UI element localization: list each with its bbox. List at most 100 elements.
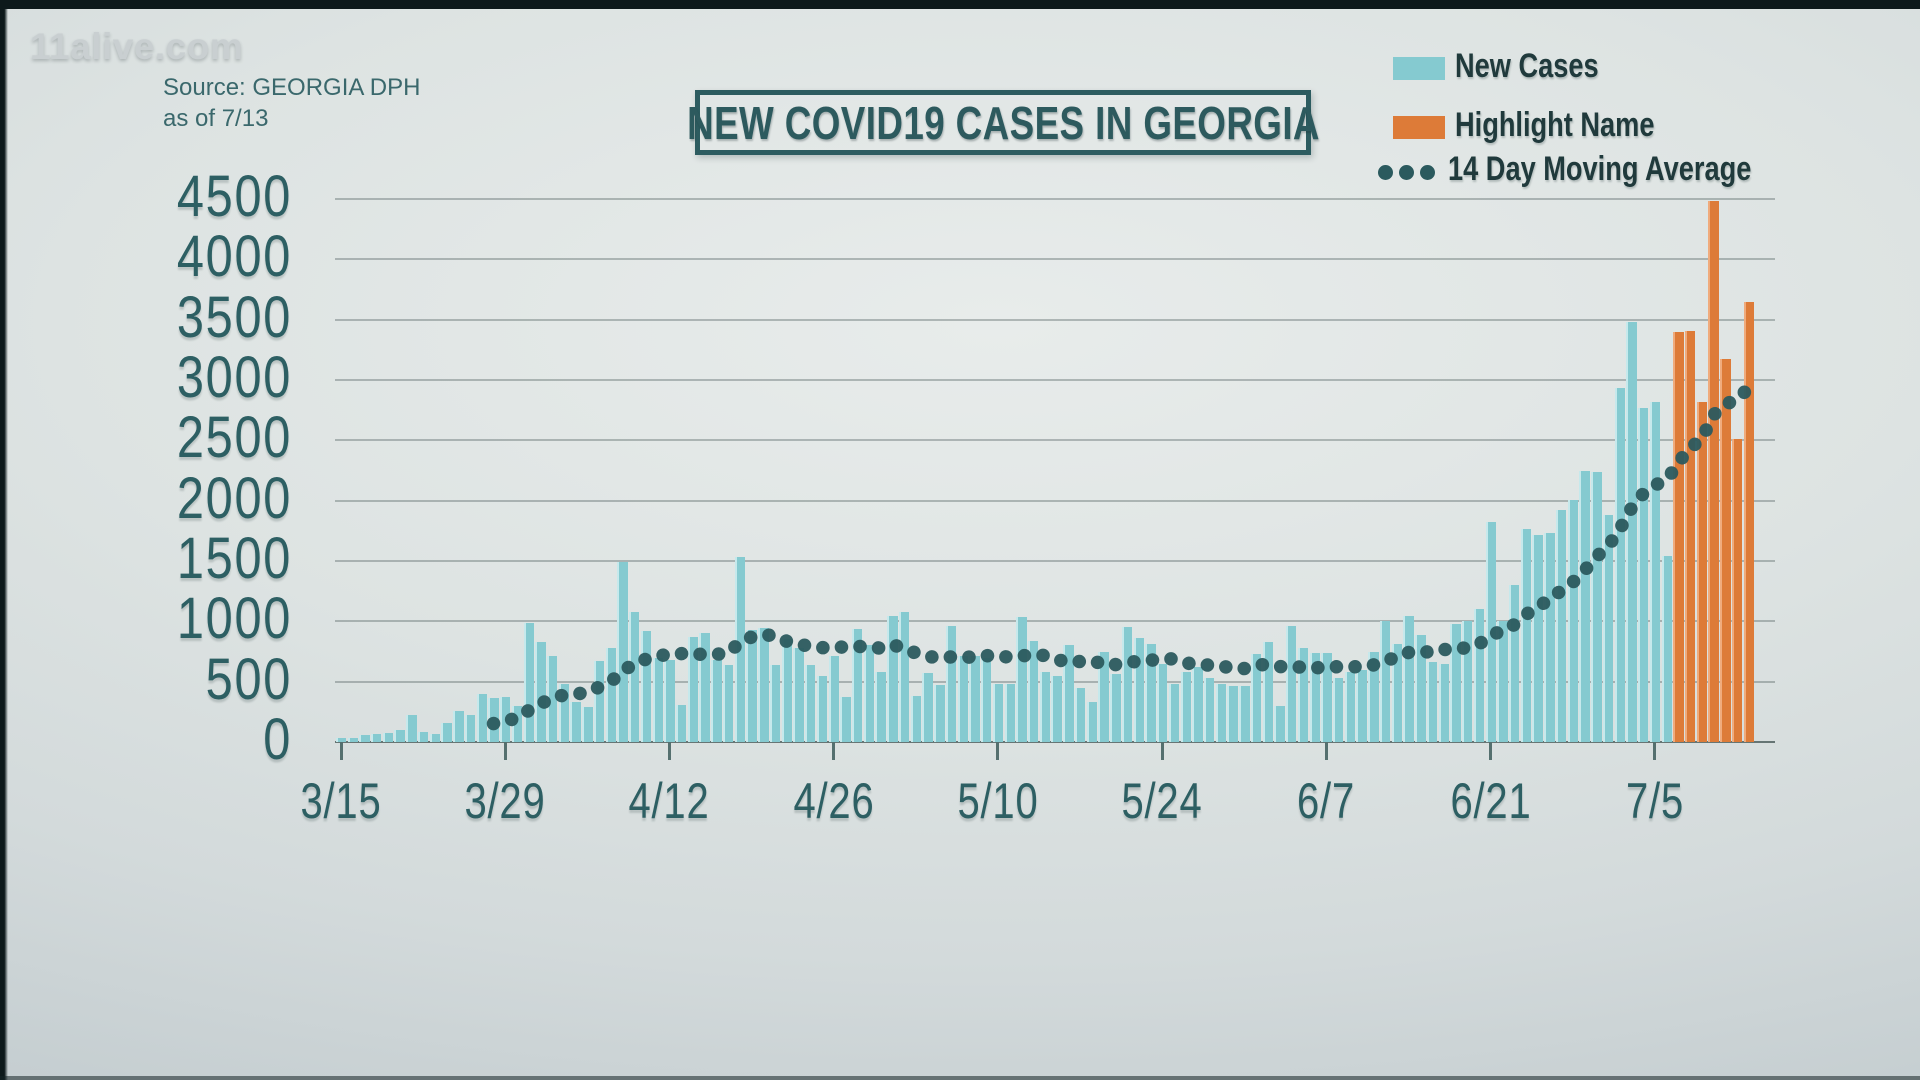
bar-4-1	[535, 641, 546, 742]
gridline	[335, 439, 1775, 442]
bar-7-6	[1661, 556, 1672, 742]
bar-5-16	[1063, 645, 1074, 742]
bar-4-14	[687, 637, 699, 742]
bar-4-7	[605, 647, 617, 742]
gridline	[335, 379, 1775, 381]
bar-6-28	[1567, 500, 1579, 742]
bar-5-14	[1039, 672, 1051, 742]
bar-7-8	[1684, 330, 1696, 742]
bar-4-18	[734, 557, 746, 742]
gridline	[335, 499, 1775, 502]
bar-4-26	[828, 656, 839, 742]
y-axis-label: 4500	[176, 164, 292, 229]
x-axis-tick	[1160, 742, 1164, 760]
x-axis-label: 4/12	[628, 773, 711, 829]
bar-5-18	[1086, 701, 1098, 742]
y-axis-label: 2500	[176, 405, 292, 471]
bar-7-9	[1696, 401, 1708, 742]
bar-3-19	[382, 732, 394, 742]
bar-5-30	[1227, 685, 1238, 742]
bar-6-14	[1403, 615, 1414, 742]
bar-3-29	[500, 696, 511, 742]
bar-4-4	[570, 702, 581, 742]
bar-6-6	[1309, 653, 1320, 742]
bar-4-29	[863, 645, 875, 742]
bar-6-26	[1544, 532, 1555, 742]
bar-4-13	[676, 704, 687, 742]
bar-6-25	[1532, 535, 1543, 742]
x-axis-tick	[832, 742, 836, 760]
bar-4-20	[758, 627, 769, 742]
bar-6-1	[1250, 653, 1262, 742]
x-axis-label: 5/24	[1121, 773, 1203, 829]
bar-5-3	[910, 695, 922, 742]
x-axis-label: 3/15	[300, 773, 382, 829]
x-axis-label: 7/5	[1625, 773, 1684, 829]
x-axis-baseline	[335, 741, 1775, 743]
bar-6-4	[1286, 625, 1297, 742]
bar-6-24	[1520, 529, 1532, 742]
bar-5-1	[887, 615, 898, 742]
bar-5-20	[1110, 674, 1121, 742]
y-axis-label: 3500	[176, 284, 292, 350]
highlight-swatch-icon	[1393, 116, 1445, 139]
bar-6-7	[1321, 653, 1332, 742]
bar-5-4	[922, 673, 933, 742]
x-axis-label: 6/21	[1450, 773, 1532, 829]
bar-5-21	[1121, 627, 1133, 742]
source-note: Source: GEORGIA DPH as of 7/13	[163, 72, 420, 134]
bar-3-23	[429, 733, 441, 742]
bar-4-22	[781, 638, 792, 742]
chart-title: NEW COVID19 CASES IN GEORGIA	[686, 96, 1320, 149]
bar-5-2	[898, 611, 910, 742]
y-axis-label: 0	[263, 707, 292, 772]
bar-6-3	[1274, 705, 1285, 742]
bar-3-31	[523, 622, 534, 742]
bar-4-23	[793, 648, 804, 742]
x-axis-tick	[1653, 742, 1657, 760]
bar-7-4	[1638, 407, 1649, 742]
bar-3-16	[347, 738, 358, 742]
bar-4-19	[746, 629, 757, 742]
y-axis-label: 1000	[176, 586, 292, 652]
source-line2: as of 7/13	[163, 105, 269, 132]
bar-5-22	[1133, 637, 1144, 742]
gridline	[335, 258, 1775, 261]
bar-4-27	[840, 697, 851, 742]
bar-7-13	[1743, 301, 1755, 742]
bar-5-6	[945, 625, 957, 742]
moving-average-dots-icon	[1378, 164, 1441, 182]
bar-5-15	[1051, 675, 1062, 742]
x-axis-label: 4/26	[793, 773, 875, 829]
frame-top-edge	[0, 0, 1920, 9]
bar-4-2	[546, 656, 558, 742]
bar-6-2	[1262, 641, 1274, 742]
frame-left-edge	[0, 0, 8, 1080]
bar-5-29	[1215, 684, 1227, 742]
bar-4-16	[711, 659, 722, 742]
bar-3-24	[441, 722, 452, 742]
bar-4-6	[593, 661, 605, 742]
bar-5-13	[1027, 640, 1039, 742]
bar-6-23	[1509, 585, 1520, 742]
legend-label-moving-average: 14 Day Moving Average	[1448, 150, 1752, 188]
bar-7-5	[1649, 401, 1661, 742]
bar-7-11	[1720, 359, 1731, 742]
bar-3-18	[370, 734, 382, 742]
bar-6-22	[1497, 621, 1508, 742]
bar-4-5	[582, 707, 593, 742]
bar-4-12	[664, 659, 675, 742]
new-cases-swatch-icon	[1393, 57, 1445, 80]
x-axis-tick	[996, 742, 1000, 760]
bar-6-17	[1438, 663, 1449, 742]
y-axis-label: 1500	[176, 526, 292, 591]
bar-4-15	[699, 632, 710, 742]
bar-5-28	[1203, 678, 1215, 742]
bar-4-8	[617, 562, 628, 742]
bar-6-13	[1391, 644, 1403, 742]
bar-5-17	[1074, 687, 1086, 742]
y-axis-label: 2000	[176, 465, 292, 531]
x-axis-tick	[667, 742, 671, 760]
bar-6-9	[1344, 672, 1356, 742]
bar-6-30	[1591, 471, 1602, 742]
